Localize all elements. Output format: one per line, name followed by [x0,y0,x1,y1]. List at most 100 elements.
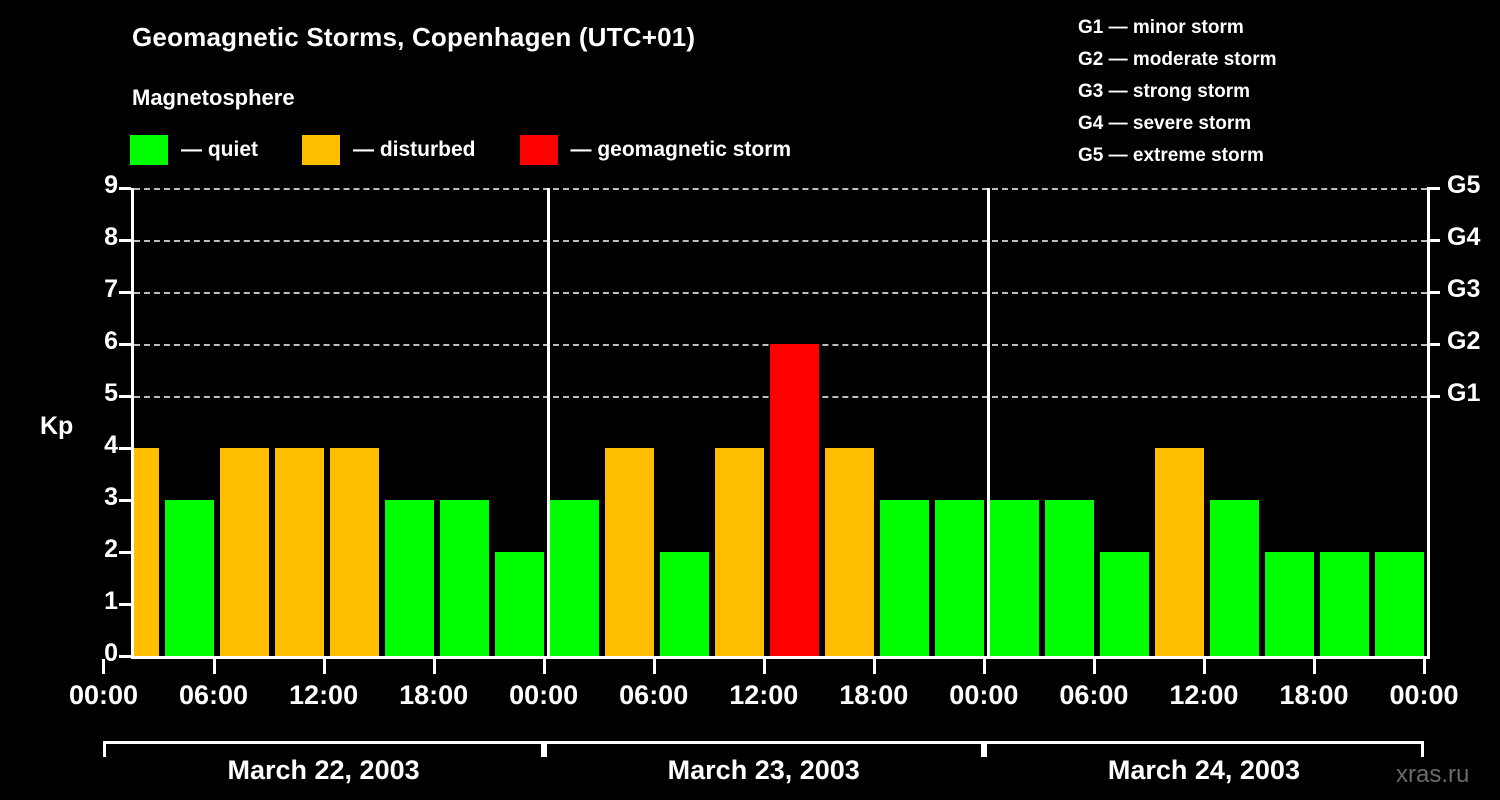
y-tick-2 [119,551,131,554]
bar[interactable] [219,448,269,656]
x-tick-9 [1092,659,1096,674]
bar[interactable] [934,500,984,656]
day-separator-2 [986,188,990,656]
x-tick-2 [322,659,326,674]
bar[interactable] [329,448,379,656]
y-tick-label-8: 8 [104,223,118,251]
y-tick-9 [119,187,131,190]
y-axis-title: Kp [40,412,74,440]
x-tick-label-3: 18:00 [399,680,469,710]
x-tick-label-5: 06:00 [619,680,689,710]
y-tick-label-2: 2 [104,535,118,563]
x-tick-1 [212,659,216,674]
legend-label-quiet: — quiet [181,138,258,161]
y-tick-label-6: 6 [104,327,118,355]
g-tick-G5 [1427,187,1440,190]
bar[interactable] [164,500,214,656]
day-bracket-2 [543,741,984,757]
y-tick-label-7: 7 [104,275,118,303]
x-tick-label-8: 00:00 [949,680,1019,710]
bar[interactable] [1264,552,1314,656]
x-tick-5 [652,659,656,674]
bar[interactable] [439,500,489,656]
red-swatch-icon [519,135,558,165]
x-tick-label-7: 18:00 [839,680,909,710]
legend-label-disturbed: — disturbed [353,138,476,161]
x-tick-label-2: 12:00 [289,680,359,710]
x-tick-4 [542,659,546,674]
g-tick-label-G3: G3 [1447,275,1481,303]
day-bracket-1 [103,741,544,757]
g-scale-row-g1: G1 — minor storm [1078,17,1244,38]
day-separator-1 [546,188,550,656]
bar[interactable] [604,448,654,656]
g-scale-legend: G1 — minor storm G2 — moderate storm G3 … [1078,12,1277,172]
x-tick-label-0: 00:00 [68,680,139,710]
bar[interactable] [714,448,764,656]
bar[interactable] [494,552,544,656]
bar[interactable] [1209,500,1259,656]
day-label-3: March 24, 2003 [1107,755,1300,785]
bar[interactable] [1044,500,1094,656]
magnetosphere-label: Magnetosphere [132,85,295,110]
y-tick-0 [119,655,131,658]
x-tick-11 [1312,659,1316,674]
y-tick-7 [119,291,131,294]
bar[interactable] [549,500,599,656]
bar[interactable] [879,500,929,656]
g-scale-row-g5: G5 — extreme storm [1078,145,1264,166]
bar-series [134,188,1427,656]
x-tick-label-4: 00:00 [509,680,579,710]
legend-label-storm: — geomagnetic storm [570,138,792,161]
x-tick-6 [762,659,766,674]
bar[interactable] [1374,552,1424,656]
g-tick-G3 [1427,291,1440,294]
g-scale-row-g2: G2 — moderate storm [1078,49,1277,70]
y-tick-label-0: 0 [104,639,118,667]
x-tick-7 [872,659,876,674]
day-bracket-3 [983,741,1424,757]
bar[interactable] [824,448,874,656]
y-tick-8 [119,239,131,242]
gridline-kp-8 [134,240,1427,242]
plot-area [131,188,1430,659]
bar[interactable] [384,500,434,656]
g-tick-G4 [1427,239,1440,242]
bar[interactable] [134,448,159,656]
g-tick-label-G5: G5 [1447,171,1481,199]
bar[interactable] [769,344,819,656]
bar[interactable] [1319,552,1369,656]
y-tick-label-5: 5 [104,379,118,407]
y-tick-label-1: 1 [104,587,118,615]
legend-item-storm: — geomagnetic storm [519,135,792,165]
y-tick-4 [119,447,131,450]
g-scale-row-g4: G4 — severe storm [1078,113,1252,134]
bar[interactable] [1154,448,1204,656]
g-scale-row-g3: G3 — strong storm [1078,81,1251,102]
g-tick-label-G1: G1 [1447,379,1481,407]
day-label-1: March 22, 2003 [227,755,420,785]
bar[interactable] [1099,552,1149,656]
bar[interactable] [989,500,1039,656]
y-tick-3 [119,499,131,502]
y-tick-label-9: 9 [104,171,118,199]
legend-item-quiet: — quiet [130,135,258,165]
bar[interactable] [659,552,709,656]
x-tick-10 [1202,659,1206,674]
gridline-kp-9 [134,188,1427,190]
bar[interactable] [274,448,324,656]
x-tick-label-11: 18:00 [1279,680,1349,710]
watermark: xras.ru [1396,761,1470,788]
x-tick-label-10: 12:00 [1169,680,1239,710]
x-tick-12 [1423,659,1426,674]
y-tick-label-4: 4 [104,431,118,459]
g-tick-G1 [1427,395,1440,398]
g-tick-label-G2: G2 [1447,327,1481,355]
y-tick-6 [119,343,131,346]
x-tick-label-9: 06:00 [1059,680,1129,710]
legend: — quiet — disturbed — geomagnetic storm [130,133,835,167]
x-tick-0 [102,659,106,674]
y-tick-label-3: 3 [104,483,118,511]
orange-swatch-icon [302,135,340,165]
x-tick-8 [982,659,986,674]
